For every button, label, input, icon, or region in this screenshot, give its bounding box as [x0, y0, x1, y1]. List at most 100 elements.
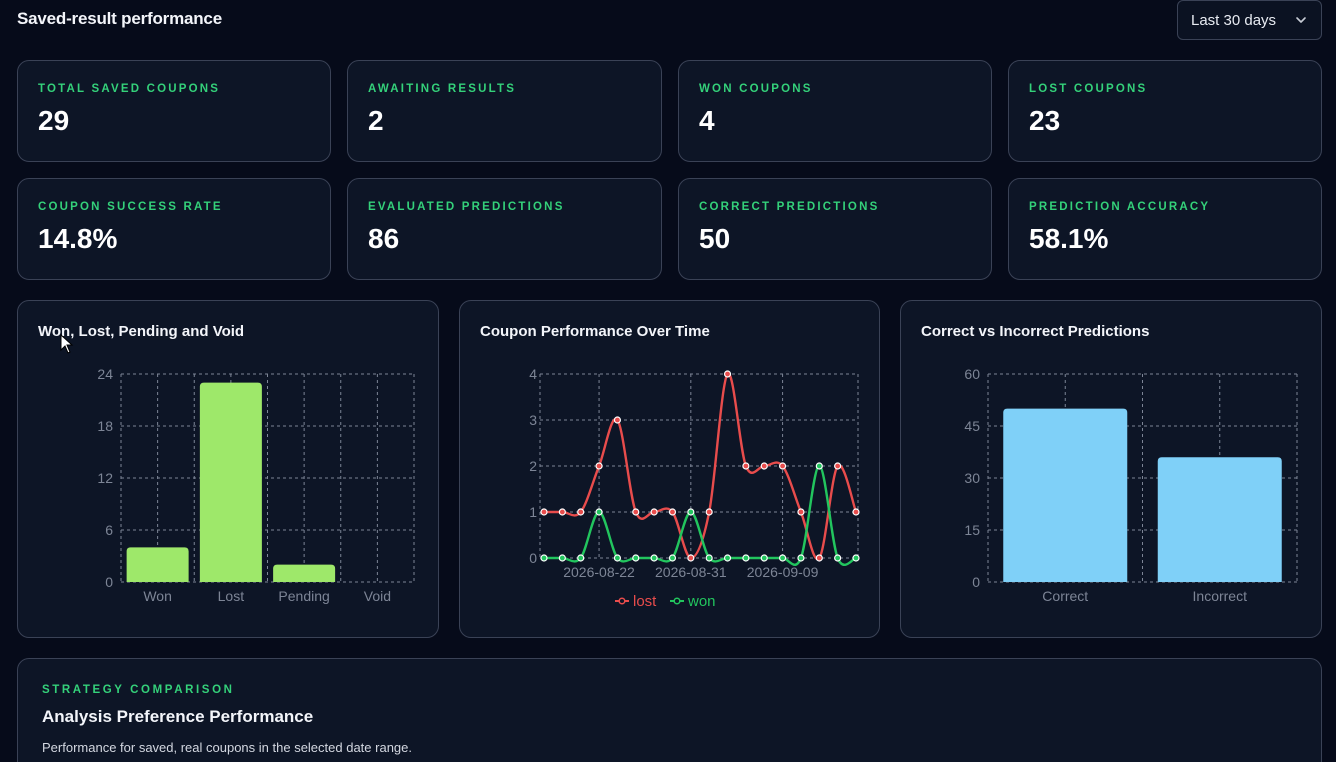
chart-card-predictions: Correct vs Incorrect Predictions 0 15 30 45… [900, 300, 1322, 638]
point-lost [760, 462, 768, 470]
chart-card-outcomes: Won, Lost, Pending and Void 0 6 12 18 24 Won L… [17, 300, 439, 638]
point-won [705, 554, 713, 562]
stat-label: EVALUATED PREDICTIONS [368, 201, 565, 213]
point-lost [668, 508, 677, 516]
point-won [687, 508, 695, 516]
point-won [852, 554, 860, 562]
stat-card-success-rate: COUPON SUCCESS RATE 14.8% [17, 178, 331, 280]
y-tick-label: 30 [964, 470, 980, 486]
x-tick-label: Lost [218, 588, 245, 604]
y-tick-label: 24 [97, 366, 113, 382]
point-won [613, 554, 622, 562]
stat-value: 4 [699, 105, 715, 136]
point-won [797, 554, 805, 562]
y-tick-label: 18 [97, 418, 113, 434]
y-tick-label: 0 [972, 574, 980, 590]
x-tick-label: Won [143, 588, 172, 604]
chart-card-timeline: Coupon Performance Over Time 0 1 2 3 4 2026-0… [459, 300, 880, 638]
y-tick-label: 6 [105, 522, 113, 538]
y-tick-label: 1 [529, 504, 537, 520]
section-title: Analysis Preference Performance [42, 707, 314, 726]
point-lost [595, 462, 603, 470]
y-tick-label: 12 [97, 470, 113, 486]
point-lost [852, 508, 860, 516]
point-won [540, 554, 548, 562]
point-won [834, 554, 842, 562]
point-lost [797, 508, 805, 516]
y-tick-label: 2 [529, 458, 537, 474]
point-won [577, 554, 585, 562]
y-tick-label: 15 [964, 522, 980, 538]
stat-label: WON COUPONS [699, 83, 813, 95]
stat-card-lost: LOST COUPONS 23 [1008, 60, 1322, 162]
stat-label: TOTAL SAVED COUPONS [38, 83, 221, 95]
stat-label: AWAITING RESULTS [368, 83, 517, 95]
stat-value: 23 [1029, 105, 1061, 136]
point-won [595, 508, 603, 516]
point-won [742, 554, 750, 562]
performance-line-chart: 0 1 2 3 4 2026-08-22 2026-08-31 2026-09-09 lost w… [529, 366, 860, 610]
point-won [815, 462, 823, 470]
point-lost [540, 508, 548, 516]
legend-marker-won [673, 597, 681, 605]
chart-title: Coupon Performance Over Time [480, 323, 710, 340]
point-won [632, 554, 640, 562]
x-tick-label: 2026-08-31 [655, 564, 727, 580]
bar-incorrect [1157, 457, 1282, 582]
stat-card-awaiting: AWAITING RESULTS 2 [347, 60, 662, 162]
point-lost [577, 508, 585, 516]
y-tick-label: 0 [105, 574, 113, 590]
x-tick-label: Incorrect [1193, 588, 1248, 604]
legend-label-lost: lost [633, 593, 657, 610]
x-tick-label: Pending [278, 588, 329, 604]
bar-pending [273, 564, 336, 582]
section-description: Performance for saved, real coupons in t… [42, 740, 412, 755]
point-won [650, 554, 658, 562]
stat-value: 14.8% [38, 223, 118, 254]
series-line-won [543, 464, 857, 566]
bar-won [126, 547, 189, 582]
y-tick-label: 4 [529, 366, 537, 382]
bar-lost [199, 382, 262, 582]
point-lost [613, 416, 622, 424]
date-range-value: Last 30 days [1191, 11, 1277, 29]
x-tick-label: 2026-09-09 [747, 564, 819, 580]
point-won [760, 554, 768, 562]
point-lost [687, 554, 695, 562]
legend-label-won: won [687, 593, 716, 610]
point-lost [815, 554, 823, 562]
stat-card-won: WON COUPONS 4 [678, 60, 992, 162]
point-lost [742, 462, 750, 470]
chevron-down-icon [1296, 17, 1306, 23]
point-lost [778, 462, 787, 470]
bar-correct [1003, 408, 1128, 582]
point-lost [632, 508, 640, 516]
stat-value: 86 [368, 223, 400, 254]
legend-marker-lost [618, 597, 626, 605]
outcomes-bar-chart: 0 6 12 18 24 Won Lost Pending Void [97, 366, 415, 604]
date-range-select[interactable]: Last 30 days [1177, 0, 1322, 40]
point-won [778, 554, 787, 562]
stat-value: 58.1% [1029, 223, 1109, 254]
point-lost [723, 370, 732, 378]
stat-card-accuracy: PREDICTION ACCURACY 58.1% [1008, 178, 1322, 280]
stat-value: 2 [368, 105, 384, 136]
point-won [723, 554, 732, 562]
chart-title: Won, Lost, Pending and Void [38, 323, 245, 340]
stat-label: CORRECT PREDICTIONS [699, 201, 880, 213]
point-lost [705, 508, 713, 516]
y-tick-label: 45 [964, 418, 980, 434]
point-lost [834, 462, 842, 470]
stat-card-correct: CORRECT PREDICTIONS 50 [678, 178, 992, 280]
page-title: Saved-result performance [17, 9, 222, 28]
stat-value: 29 [38, 105, 70, 136]
stat-label: PREDICTION ACCURACY [1029, 201, 1211, 213]
x-tick-label: Void [364, 588, 391, 604]
mouse-pointer-icon [60, 334, 74, 354]
point-lost [650, 508, 658, 516]
y-tick-label: 0 [529, 550, 537, 566]
point-won [668, 554, 677, 562]
stat-card-total-saved: TOTAL SAVED COUPONS 29 [17, 60, 331, 162]
stat-label: LOST COUPONS [1029, 83, 1148, 95]
stat-card-evaluated: EVALUATED PREDICTIONS 86 [347, 178, 662, 280]
